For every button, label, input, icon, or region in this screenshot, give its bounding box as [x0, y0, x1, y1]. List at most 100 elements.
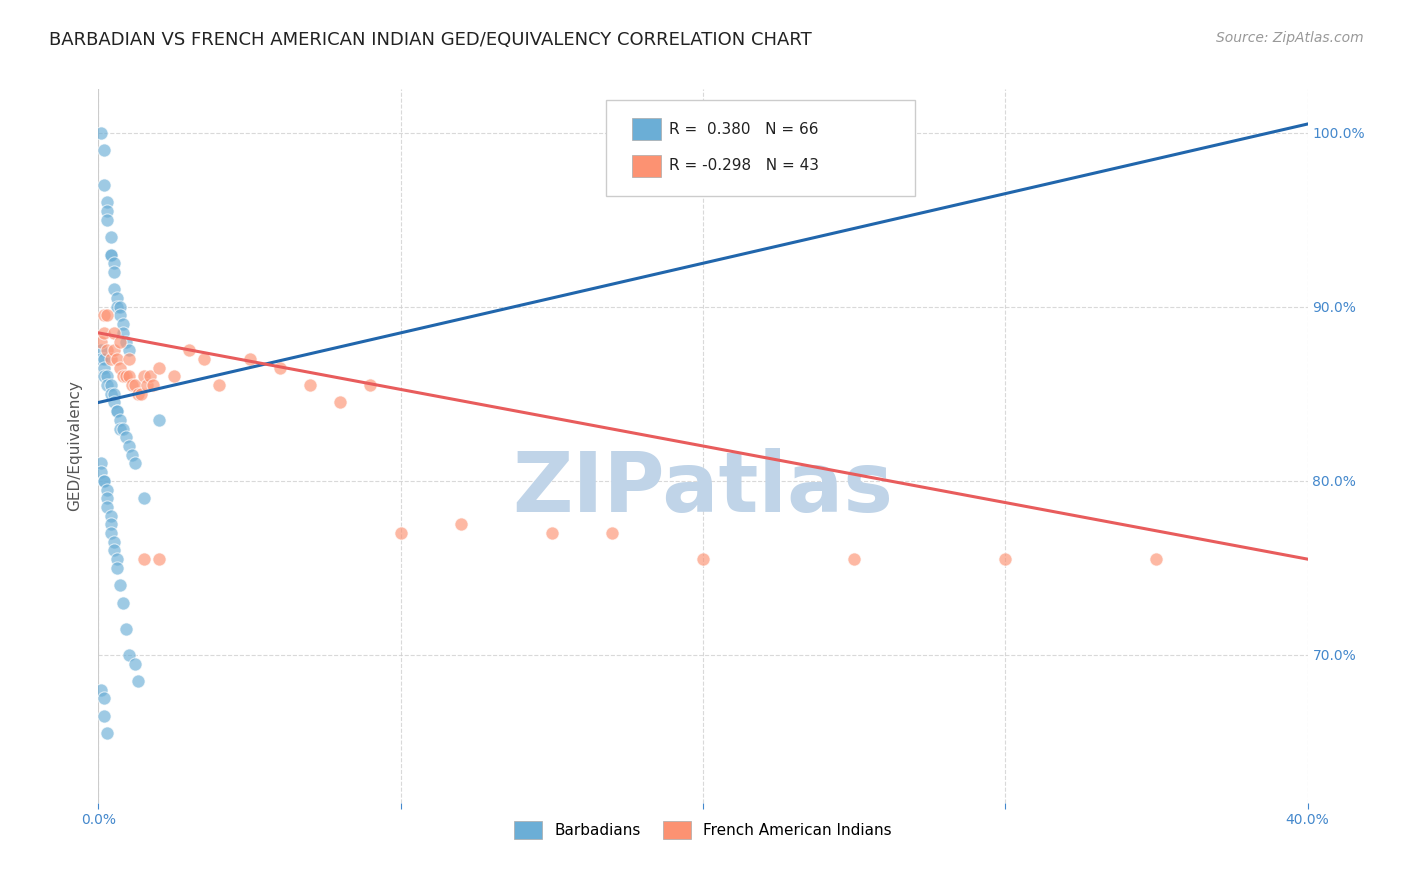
Point	[93, 351, 115, 366]
Point	[148, 413, 170, 427]
Point	[389, 526, 412, 541]
Text: ZIPatlas: ZIPatlas	[513, 449, 893, 529]
Point	[93, 360, 115, 375]
Point	[103, 543, 125, 558]
Point	[90, 351, 112, 366]
Point	[96, 483, 118, 497]
Point	[132, 491, 155, 506]
Point	[103, 282, 125, 296]
Point	[121, 448, 143, 462]
Point	[118, 439, 141, 453]
Point	[108, 421, 131, 435]
Point	[239, 351, 262, 366]
Point	[100, 230, 122, 244]
FancyBboxPatch shape	[606, 100, 915, 196]
Point	[93, 474, 115, 488]
Point	[121, 378, 143, 392]
Point	[118, 351, 141, 366]
Point	[96, 204, 118, 219]
Point	[1144, 552, 1167, 566]
Text: R = -0.298   N = 43: R = -0.298 N = 43	[669, 159, 820, 173]
Point	[129, 386, 152, 401]
Point	[96, 378, 118, 392]
Point	[96, 343, 118, 358]
Point	[105, 561, 128, 575]
Point	[103, 256, 125, 270]
Point	[450, 517, 472, 532]
Point	[103, 265, 125, 279]
Point	[111, 369, 134, 384]
Point	[93, 474, 115, 488]
Point	[118, 369, 141, 384]
Text: Source: ZipAtlas.com: Source: ZipAtlas.com	[1216, 31, 1364, 45]
Point	[692, 552, 714, 566]
Point	[96, 212, 118, 227]
Point	[93, 326, 115, 340]
Point	[118, 343, 141, 358]
Point	[329, 395, 352, 409]
Point	[114, 430, 136, 444]
Point	[108, 578, 131, 592]
Point	[105, 351, 128, 366]
Point	[90, 334, 112, 349]
Point	[90, 465, 112, 479]
Point	[108, 334, 131, 349]
Point	[844, 552, 866, 566]
Point	[111, 421, 134, 435]
Point	[90, 457, 112, 471]
Point	[100, 247, 122, 261]
Point	[135, 378, 157, 392]
Point	[105, 300, 128, 314]
Point	[108, 413, 131, 427]
Point	[100, 247, 122, 261]
Point	[193, 351, 215, 366]
Point	[108, 309, 131, 323]
Point	[103, 395, 125, 409]
Point	[111, 317, 134, 331]
Point	[96, 195, 118, 210]
Point	[118, 648, 141, 662]
Point	[105, 404, 128, 418]
Point	[114, 334, 136, 349]
Point	[100, 351, 122, 366]
Point	[100, 386, 122, 401]
Point	[96, 726, 118, 740]
Point	[127, 673, 149, 688]
Point	[360, 378, 382, 392]
Y-axis label: GED/Equivalency: GED/Equivalency	[67, 381, 83, 511]
Point	[602, 526, 624, 541]
Point	[96, 309, 118, 323]
Point	[114, 369, 136, 384]
Point	[148, 360, 170, 375]
Point	[96, 369, 118, 384]
Legend: Barbadians, French American Indians: Barbadians, French American Indians	[508, 815, 898, 845]
Point	[90, 126, 112, 140]
Point	[132, 369, 155, 384]
Point	[127, 386, 149, 401]
Text: BARBADIAN VS FRENCH AMERICAN INDIAN GED/EQUIVALENCY CORRELATION CHART: BARBADIAN VS FRENCH AMERICAN INDIAN GED/…	[49, 31, 811, 49]
Point	[111, 326, 134, 340]
FancyBboxPatch shape	[631, 119, 661, 140]
FancyBboxPatch shape	[631, 155, 661, 177]
Point	[90, 682, 112, 697]
Point	[100, 517, 122, 532]
Point	[540, 526, 562, 541]
Point	[142, 378, 165, 392]
Point	[208, 378, 231, 392]
Point	[111, 596, 134, 610]
Point	[100, 378, 122, 392]
Point	[100, 508, 122, 523]
Point	[124, 378, 146, 392]
Point	[93, 309, 115, 323]
Point	[103, 534, 125, 549]
Point	[108, 360, 131, 375]
Point	[179, 343, 201, 358]
Point	[132, 552, 155, 566]
Point	[105, 404, 128, 418]
Point	[299, 378, 322, 392]
Point	[90, 343, 112, 358]
Point	[93, 691, 115, 706]
Point	[139, 369, 162, 384]
Point	[114, 622, 136, 636]
Point	[103, 343, 125, 358]
